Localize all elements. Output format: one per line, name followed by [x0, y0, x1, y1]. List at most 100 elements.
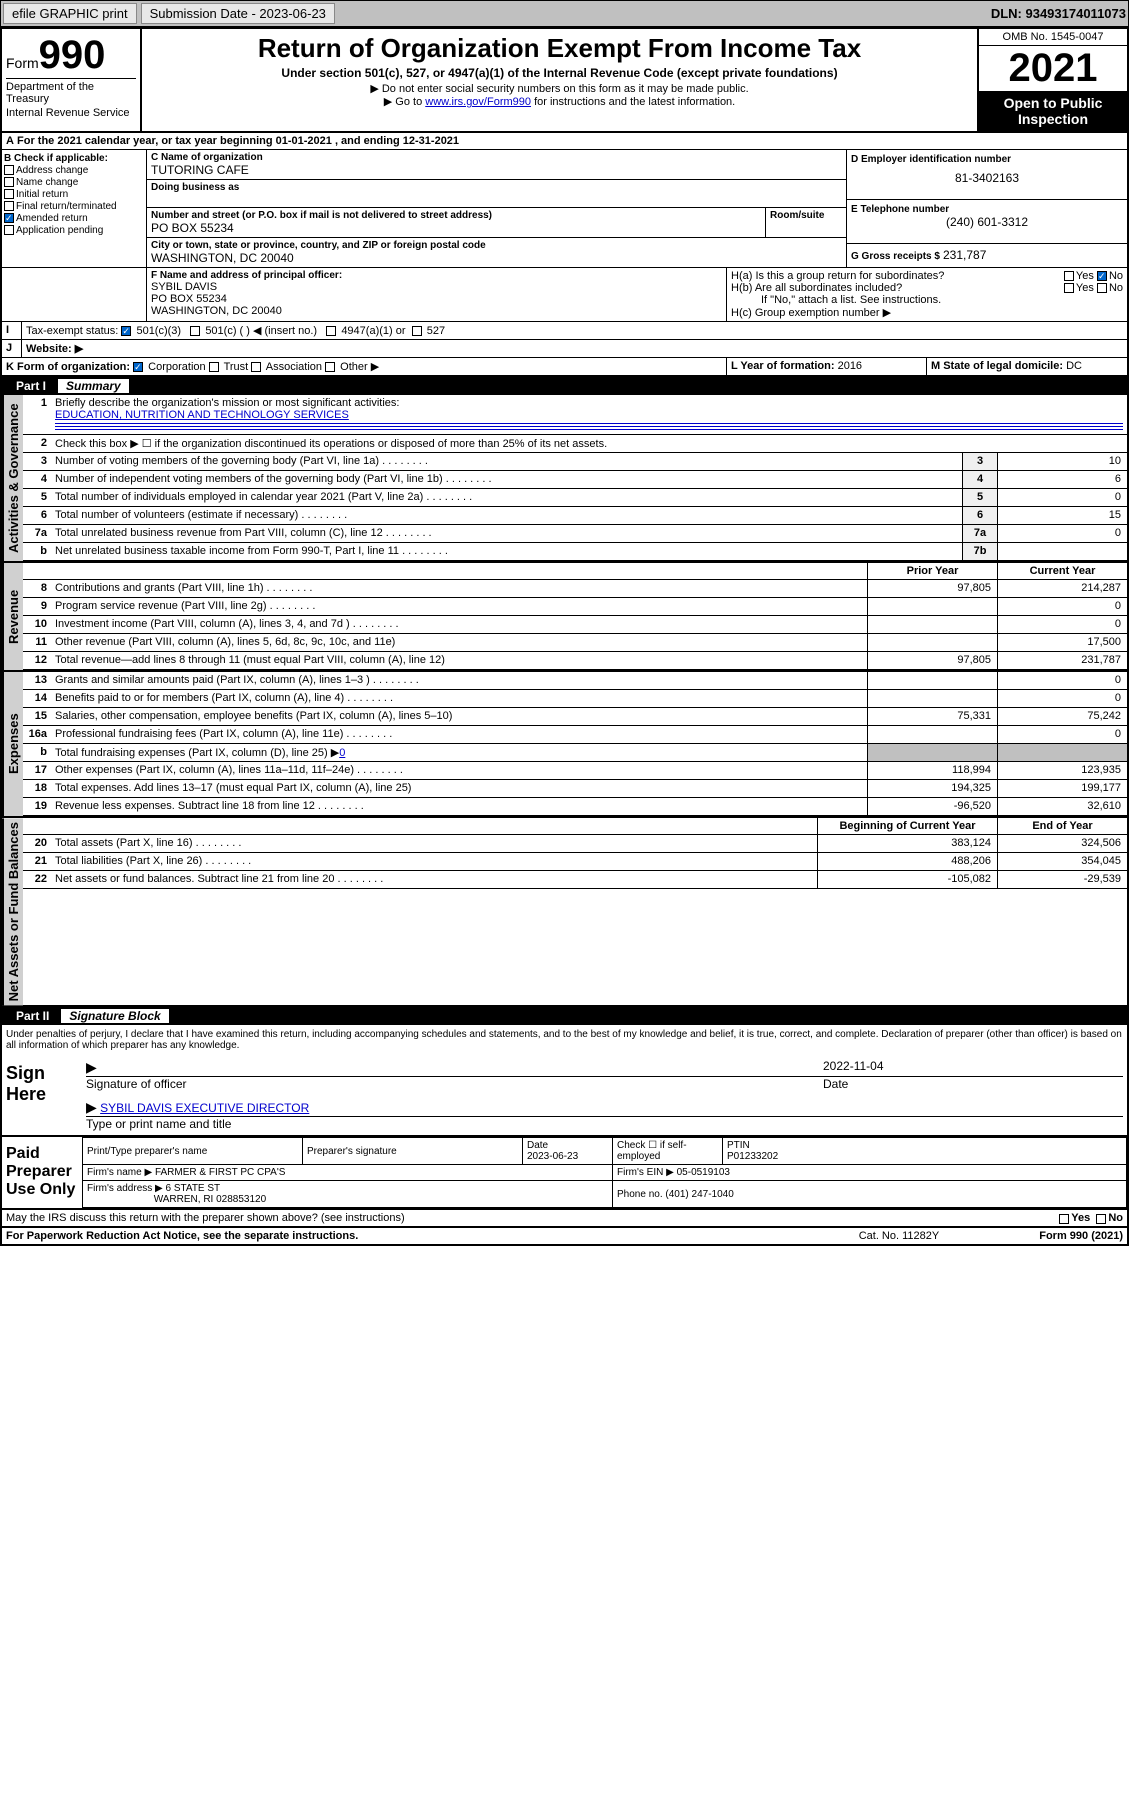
- chk-application[interactable]: Application pending: [4, 225, 144, 236]
- omb-number: OMB No. 1545-0047: [979, 29, 1127, 46]
- netassets-section: Net Assets or Fund Balances Beginning of…: [2, 818, 1127, 1007]
- part2-title: Signature Block: [61, 1009, 168, 1023]
- box-hb: H(b) Are all subordinates included? Yes …: [731, 282, 1123, 294]
- opt-501c3: 501(c)(3): [136, 325, 181, 337]
- c16a: 0: [997, 726, 1127, 743]
- p19: -96,520: [867, 798, 997, 815]
- l10: Investment income (Part VIII, column (A)…: [51, 616, 867, 633]
- l12: Total revenue—add lines 8 through 11 (mu…: [51, 652, 867, 669]
- boxes-fh: F Name and address of principal officer:…: [2, 268, 1127, 322]
- year-formation: 2016: [838, 360, 862, 372]
- chk-yes-irs[interactable]: [1059, 1214, 1069, 1224]
- c13: 0: [997, 672, 1127, 689]
- firm-ein: 05-0519103: [677, 1167, 730, 1178]
- vlabel-netassets: Net Assets or Fund Balances: [2, 818, 23, 1005]
- box-hb-note: If "No," attach a list. See instructions…: [731, 294, 1123, 306]
- firm-name-label: Firm's name ▶: [87, 1167, 152, 1178]
- chk-initial[interactable]: Initial return: [4, 189, 144, 200]
- v6: 15: [997, 507, 1127, 524]
- line-a: A For the 2021 calendar year, or tax yea…: [2, 133, 1127, 150]
- legal-domicile: DC: [1066, 360, 1082, 372]
- type-name-label: Type or print name and title: [86, 1116, 1123, 1131]
- c9: 0: [997, 598, 1127, 615]
- prior-year-header: Prior Year: [867, 563, 997, 579]
- officer-printed: SYBIL DAVIS EXECUTIVE DIRECTOR: [100, 1101, 309, 1115]
- chk-no-irs[interactable]: [1096, 1214, 1106, 1224]
- l5-text: Total number of individuals employed in …: [51, 489, 962, 506]
- submission-button[interactable]: Submission Date - 2023-06-23: [141, 3, 335, 24]
- dept-treasury: Department of the Treasury: [6, 78, 136, 105]
- revenue-section: Revenue Prior YearCurrent Year 8Contribu…: [2, 563, 1127, 672]
- c11: 17,500: [997, 634, 1127, 651]
- l7b-text: Net unrelated business taxable income fr…: [51, 543, 962, 560]
- l2-text: Check this box ▶ ☐ if the organization d…: [51, 435, 1127, 452]
- irs-label: Internal Revenue Service: [6, 105, 136, 119]
- part2-num: Part II: [8, 1009, 57, 1023]
- check-self-employed[interactable]: Check ☐ if self-employed: [613, 1138, 723, 1165]
- form990-link[interactable]: www.irs.gov/Form990: [425, 96, 531, 108]
- c10: 0: [997, 616, 1127, 633]
- chk-amended[interactable]: Amended return: [4, 213, 144, 224]
- chk-trust[interactable]: [209, 362, 219, 372]
- city-state-zip: WASHINGTON, DC 20040: [151, 251, 842, 265]
- chk-4947[interactable]: [326, 326, 336, 336]
- p17: 118,994: [867, 762, 997, 779]
- chk-final[interactable]: Final return/terminated: [4, 201, 144, 212]
- chk-assoc[interactable]: [251, 362, 261, 372]
- chk-501c[interactable]: [190, 326, 200, 336]
- box-ha: H(a) Is this a group return for subordin…: [731, 270, 1123, 282]
- v5: 0: [997, 489, 1127, 506]
- chk-name[interactable]: Name change: [4, 177, 144, 188]
- firm-addr2: WARREN, RI 028853120: [154, 1194, 266, 1205]
- prep-date: 2023-06-23: [527, 1151, 578, 1162]
- addr-label: Number and street (or P.O. box if mail i…: [151, 210, 761, 221]
- room-label: Room/suite: [766, 208, 846, 237]
- p16a: [867, 726, 997, 743]
- chk-527[interactable]: [412, 326, 422, 336]
- box-m-label: M State of legal domicile:: [931, 360, 1063, 372]
- l9: Program service revenue (Part VIII, line…: [51, 598, 867, 615]
- box-k-label: K Form of organization:: [6, 361, 130, 373]
- e21: 354,045: [997, 853, 1127, 870]
- box-c-label: C Name of organization: [151, 152, 842, 163]
- vlabel-revenue: Revenue: [2, 563, 23, 670]
- form-label: Form: [6, 55, 39, 71]
- opt-trust: Trust: [224, 361, 249, 373]
- officer-addr1: PO BOX 55234: [151, 293, 722, 305]
- date-label: Date: [823, 1077, 1123, 1091]
- p8: 97,805: [867, 580, 997, 597]
- p11: [867, 634, 997, 651]
- chk-corp[interactable]: [133, 362, 143, 372]
- firm-ein-label: Firm's EIN ▶: [617, 1167, 674, 1178]
- opt-501c: 501(c) ( ) ◀ (insert no.): [205, 325, 317, 337]
- form-990-container: Form990 Department of the Treasury Inter…: [0, 27, 1129, 1246]
- chk-501c3[interactable]: [121, 326, 131, 336]
- mission-text: EDUCATION, NUTRITION AND TECHNOLOGY SERV…: [55, 409, 349, 421]
- gross-receipts: 231,787: [943, 248, 986, 262]
- begin-year-header: Beginning of Current Year: [817, 818, 997, 834]
- p10: [867, 616, 997, 633]
- l18: Total expenses. Add lines 13–17 (must eq…: [51, 780, 867, 797]
- l15: Salaries, other compensation, employee b…: [51, 708, 867, 725]
- box-g-label: G Gross receipts $: [851, 251, 940, 262]
- sign-here-row: Sign Here ▶ 2022-11-04 Signature of offi…: [2, 1055, 1127, 1137]
- l14: Benefits paid to or for members (Part IX…: [51, 690, 867, 707]
- efile-button[interactable]: efile GRAPHIC print: [3, 3, 137, 24]
- no-label: No: [1108, 1212, 1123, 1224]
- form-subtitle: Under section 501(c), 527, or 4947(a)(1)…: [146, 66, 973, 80]
- chk-other[interactable]: [325, 362, 335, 372]
- b20: 383,124: [817, 835, 997, 852]
- city-label: City or town, state or province, country…: [151, 240, 842, 251]
- form-header: Form990 Department of the Treasury Inter…: [2, 29, 1127, 133]
- chk-address[interactable]: Address change: [4, 165, 144, 176]
- box-f-label: F Name and address of principal officer:: [151, 270, 722, 281]
- c12: 231,787: [997, 652, 1127, 669]
- opt-527: 527: [427, 325, 445, 337]
- c8: 214,287: [997, 580, 1127, 597]
- end-year-header: End of Year: [997, 818, 1127, 834]
- l3-text: Number of voting members of the governin…: [51, 453, 962, 470]
- yes-label: Yes: [1071, 1212, 1090, 1224]
- goto-note: ▶ Go to www.irs.gov/Form990 for instruct…: [146, 95, 973, 108]
- officer-name: SYBIL DAVIS: [151, 281, 722, 293]
- firm-addr1: 6 STATE ST: [166, 1183, 221, 1194]
